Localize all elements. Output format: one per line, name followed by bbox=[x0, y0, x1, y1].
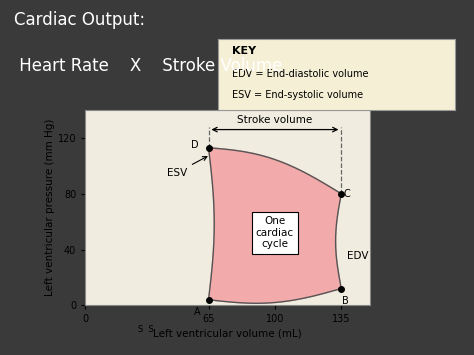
Text: A: A bbox=[194, 307, 201, 317]
Text: Stroke volume: Stroke volume bbox=[237, 115, 312, 125]
Text: Heart Rate    X    Stroke Volume: Heart Rate X Stroke Volume bbox=[14, 57, 283, 75]
Text: C: C bbox=[344, 189, 350, 199]
Text: One
cardiac
cycle: One cardiac cycle bbox=[256, 216, 294, 249]
Polygon shape bbox=[209, 148, 341, 303]
Y-axis label: Left ventricular pressure (mm Hg): Left ventricular pressure (mm Hg) bbox=[45, 119, 55, 296]
Text: D: D bbox=[191, 140, 199, 150]
X-axis label: Left ventricular volume (mL): Left ventricular volume (mL) bbox=[153, 328, 302, 339]
Text: Cardiac Output:: Cardiac Output: bbox=[14, 11, 146, 29]
Text: EDV = End-diastolic volume: EDV = End-diastolic volume bbox=[232, 69, 369, 79]
Text: ESV: ESV bbox=[167, 157, 207, 178]
Text: B: B bbox=[342, 296, 348, 306]
Text: S  S: S S bbox=[138, 325, 154, 334]
Text: KEY: KEY bbox=[232, 46, 256, 56]
Text: ESV = End-systolic volume: ESV = End-systolic volume bbox=[232, 90, 364, 100]
Text: EDV: EDV bbox=[347, 251, 368, 261]
